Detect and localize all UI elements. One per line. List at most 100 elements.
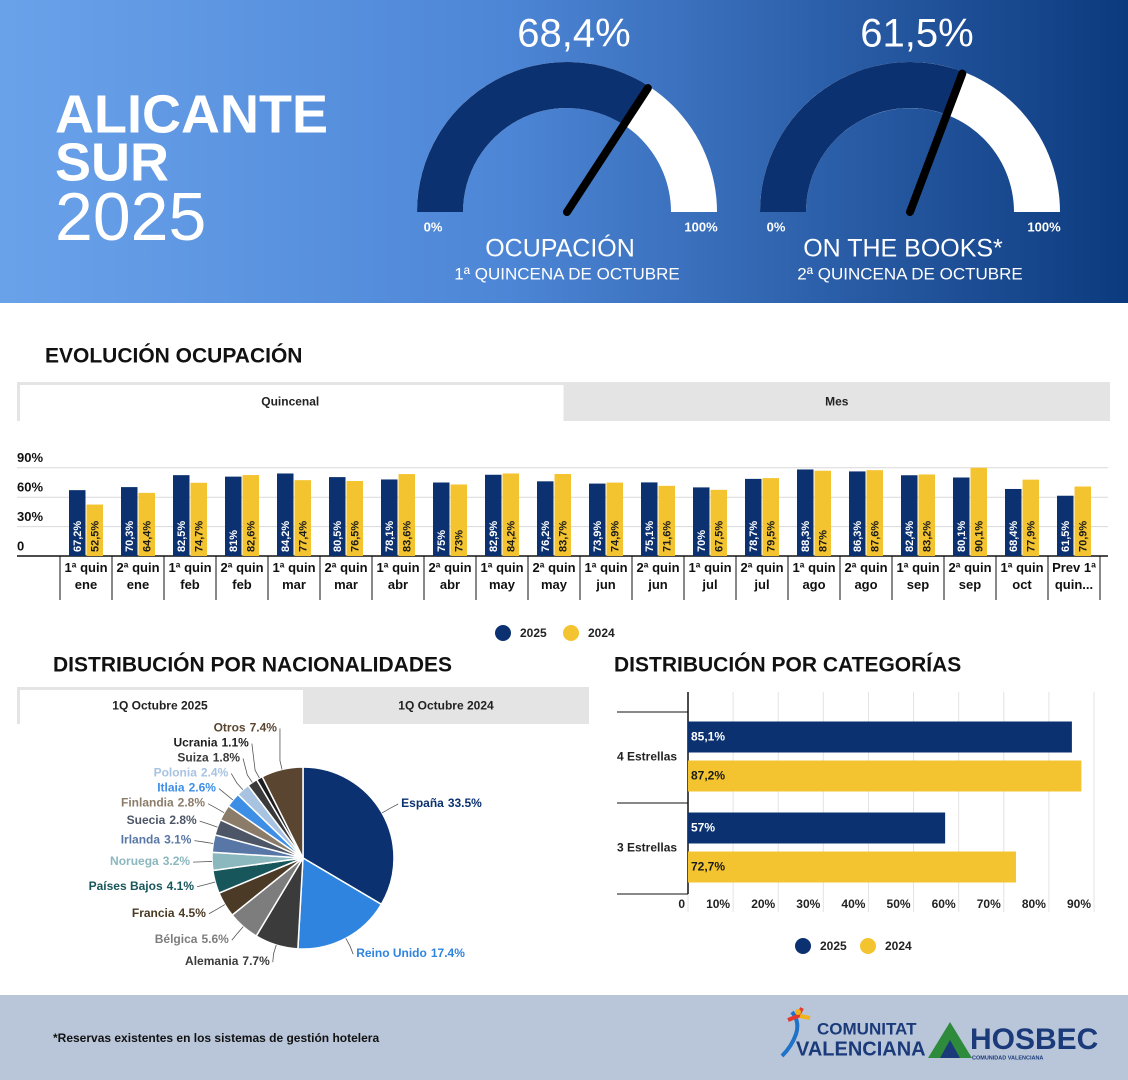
- gauge-tick-label: 100%: [1027, 219, 1061, 234]
- bar: [762, 478, 779, 556]
- logo-text: COMUNIDAD VALENCIANA: [972, 1055, 1043, 1061]
- bar: [589, 483, 606, 556]
- x-tick-box: 1ª quin jul: [688, 560, 731, 592]
- bar: [86, 504, 103, 556]
- tab-active[interactable]: [20, 690, 303, 724]
- gauge-fill: [417, 61, 649, 212]
- bar-value-label: 83,7%: [558, 521, 570, 552]
- y-tick-label: 3 Estrellas: [617, 841, 677, 855]
- bar-value-label: 71,6%: [662, 521, 674, 552]
- pie-label: Bélgica 5.6%: [155, 932, 229, 946]
- bar-value-label: 81%: [228, 530, 240, 552]
- bar: [658, 485, 675, 556]
- bar: [381, 479, 398, 556]
- pie-label-name: Países Bajos: [89, 879, 163, 893]
- bar-value-label: 61,5%: [1060, 521, 1072, 552]
- x-tick-label: 2ª quin ago: [844, 560, 888, 592]
- bar-value-label: 74,9%: [610, 521, 622, 552]
- bar-value-label: 83,2%: [922, 521, 934, 552]
- bar: [606, 482, 623, 556]
- pie-label: Francia 4.5%: [132, 906, 206, 920]
- tab-label[interactable]: Quincenal: [261, 395, 319, 409]
- gauge-fill: [760, 61, 964, 212]
- pie-label: Irlanda 3.1%: [121, 833, 192, 847]
- tab-label[interactable]: Mes: [825, 395, 849, 409]
- legend-marker: [795, 938, 811, 954]
- pie-label-name: Suiza: [177, 751, 209, 765]
- bar: [537, 481, 554, 556]
- bar-value-label: 79,5%: [766, 521, 778, 552]
- pie-leader: [251, 743, 260, 779]
- pie-label: Suecia 2.8%: [127, 813, 197, 827]
- x-tick-label: 1ª quin mar: [272, 560, 316, 592]
- x-tick-label: 2ª quin abr: [428, 560, 472, 592]
- gauge-value: 61,5%: [860, 12, 973, 56]
- bar: [242, 475, 259, 556]
- pie-leader: [272, 944, 277, 963]
- bar: [1005, 488, 1022, 556]
- bar: [554, 473, 571, 556]
- pie-label: Itlaia 2.6%: [157, 781, 216, 795]
- bar: [688, 812, 946, 844]
- bar-value-label: 74,7%: [194, 521, 206, 552]
- x-tick-label: 70%: [977, 897, 1001, 911]
- x-tick-label: 1ª quin abr: [376, 560, 420, 592]
- tab-label[interactable]: 1Q Octubre 2024: [398, 699, 494, 713]
- bar-value-label: 75,1%: [644, 521, 656, 552]
- x-tick-box: 2ª quin sep: [948, 560, 991, 592]
- header-title: SUR: [55, 132, 169, 192]
- bar-value-label: 72,7%: [691, 860, 725, 874]
- pie-leader: [230, 773, 244, 791]
- x-tick-box: 2ª quin mar: [324, 560, 367, 592]
- pie-label-name: Itlaia: [157, 781, 185, 795]
- bar: [225, 476, 242, 556]
- x-tick-box: 2ª quin may: [532, 560, 575, 592]
- gauge-title: OCUPACIÓN: [485, 234, 635, 263]
- gauge-subtitle: 2ª QUINCENA DE OCTUBRE: [797, 264, 1022, 283]
- pie-label-value: 2.8%: [169, 813, 197, 827]
- pie-label: España 33.5%: [401, 796, 482, 810]
- legend-marker: [563, 625, 579, 641]
- bar: [1022, 479, 1039, 556]
- bar-value-label: 82,9%: [488, 521, 500, 552]
- x-tick-label: 2ª quin jul: [740, 560, 784, 592]
- bar: [450, 484, 467, 556]
- x-tick-box: 1ª quin may: [480, 560, 523, 592]
- x-tick-label: 90%: [1067, 897, 1091, 911]
- footer-note: *Reservas existentes en los sistemas de …: [53, 1031, 379, 1045]
- bar-value-label: 73%: [454, 530, 466, 552]
- bar-value-label: 82,4%: [904, 521, 916, 552]
- pie-label-value: 7.4%: [250, 721, 278, 735]
- pie-label-value: 17.4%: [431, 946, 465, 960]
- pie-label-value: 1.1%: [222, 736, 250, 750]
- x-tick-box: 2ª quin abr: [428, 560, 472, 592]
- pie-leader: [218, 788, 234, 801]
- pie-leader: [345, 938, 354, 955]
- gauge-title: ON THE BOOKS*: [803, 235, 1003, 263]
- legend-label: 2025: [820, 939, 847, 953]
- pie-label-name: Francia: [132, 906, 175, 920]
- bar: [1057, 495, 1074, 556]
- gauge-value: 68,4%: [517, 12, 630, 56]
- x-tick-box: 2ª quin jul: [740, 560, 784, 592]
- pie-label-value: 4.1%: [167, 879, 195, 893]
- tab-label[interactable]: 1Q Octubre 2025: [112, 699, 208, 713]
- x-tick-box: 2ª quin feb: [220, 560, 263, 592]
- bar-value-label: 76,2%: [540, 521, 552, 552]
- bar-value-label: 88,3%: [800, 521, 812, 552]
- bar: [693, 487, 710, 556]
- legend-label: 2024: [588, 626, 615, 640]
- x-tick-label: 1ª quin feb: [168, 560, 212, 592]
- pie-label-value: 4.5%: [179, 906, 207, 920]
- pie-label-name: Alemania: [185, 954, 239, 968]
- bar: [346, 481, 363, 556]
- pie-leader: [207, 803, 225, 814]
- pie-label-name: Ucrania: [173, 736, 217, 750]
- gauge-tick-label: 0%: [767, 219, 786, 234]
- y-tick-label: 4 Estrellas: [617, 750, 677, 764]
- tab-active[interactable]: [20, 385, 564, 421]
- legend-label: 2024: [885, 939, 912, 953]
- pie-label-name: Irlanda: [121, 833, 161, 847]
- bar-value-label: 67,2%: [72, 521, 84, 552]
